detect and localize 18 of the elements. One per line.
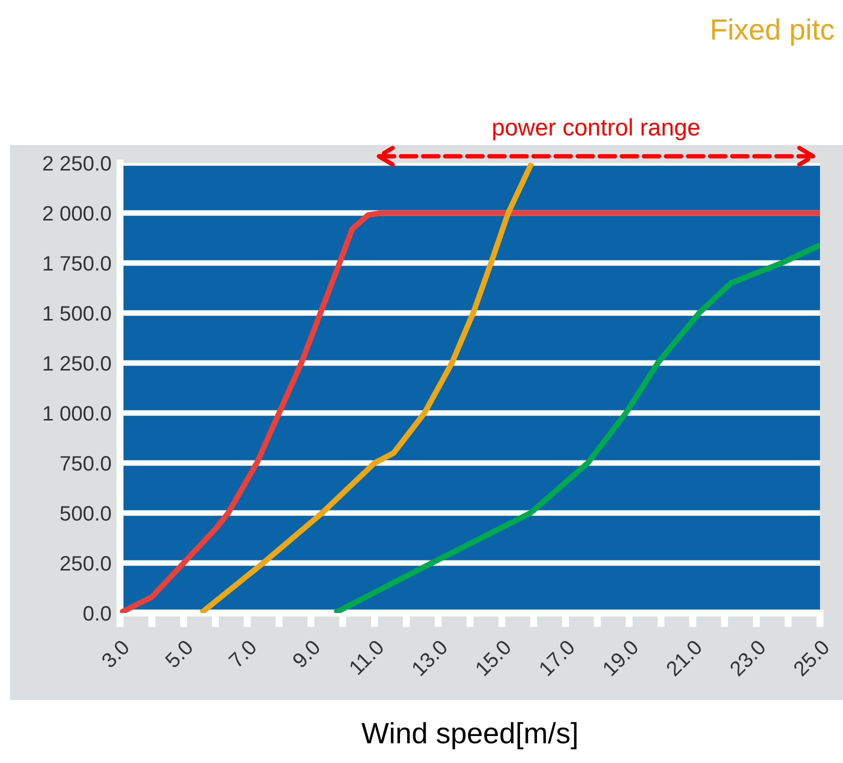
y-tick-label: 1 750.0 — [44, 256, 111, 271]
y-tick-label: 1 250.0 — [44, 356, 111, 371]
text: power control range — [493, 118, 700, 140]
y-tick-label: 250.0 — [60, 556, 111, 571]
text: Fixed pitc — [712, 18, 834, 46]
y-tick-label: 1 500.0 — [44, 306, 111, 321]
y-tick-label: 1 000.0 — [44, 406, 111, 421]
x-tick-label: 11.0 — [348, 638, 385, 676]
x-tick-label: 3.0 — [100, 638, 130, 669]
y-tick-label: 0.0 — [84, 606, 111, 621]
y-tick-label: 500.0 — [60, 506, 111, 521]
x-tick-label: 7.0 — [228, 638, 258, 669]
y-tick-label: 2 000.0 — [43, 206, 111, 221]
x-axis-title: Wind speed[m/s] — [362, 722, 577, 750]
x-tick-label: 9.0 — [292, 638, 322, 669]
y-tick-label: 2 250.0 — [43, 156, 111, 171]
x-tick-label: 5.0 — [164, 638, 194, 669]
y-tick-label: 750.0 — [60, 456, 111, 471]
